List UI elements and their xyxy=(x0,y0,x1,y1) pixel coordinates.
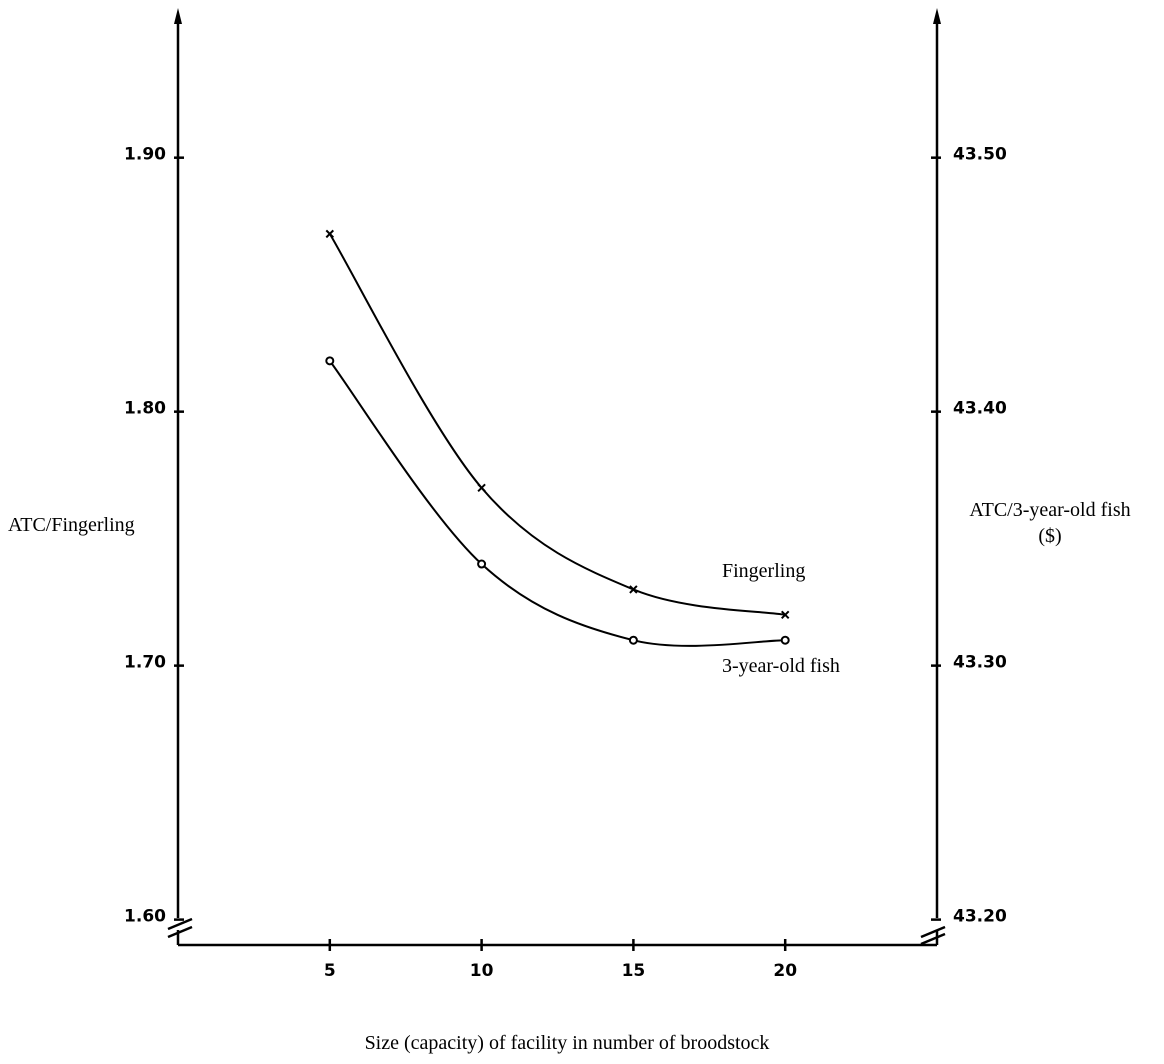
data-point-fingerling xyxy=(629,585,638,594)
right-tick-label: 43.30 xyxy=(953,653,1007,673)
data-point-fingerling xyxy=(780,610,790,620)
data-point-fingerling xyxy=(477,483,486,493)
right-axis-title-line2: ($) xyxy=(1038,525,1061,547)
data-point-3-year-old-fish xyxy=(325,356,335,366)
x-axis-title: Size (capacity) of facility in number of… xyxy=(365,1032,770,1054)
left-axis-ticks: 1.60 1.70 1.80 1.90 xyxy=(124,145,184,927)
left-tick-label: 1.60 xyxy=(124,907,166,927)
right-axis-break xyxy=(920,918,949,946)
x-tick-label: 5 xyxy=(324,961,336,981)
series-line-fingerling xyxy=(328,233,786,616)
series-label-3-year-old-fish: 3-year-old fish xyxy=(722,655,840,677)
right-y-axis-arrow xyxy=(933,8,941,24)
series-line-3-year-old-fish xyxy=(328,360,786,647)
right-tick-label: 43.40 xyxy=(953,399,1007,419)
left-tick-label: 1.80 xyxy=(124,399,166,419)
data-point-fingerling xyxy=(325,229,335,239)
left-y-axis-arrow xyxy=(174,8,182,24)
right-tick-label: 43.20 xyxy=(953,907,1007,927)
series-layer xyxy=(325,229,790,647)
x-axis-ticks: 5 10 15 20 xyxy=(324,939,797,981)
data-point-3-year-old-fish xyxy=(628,635,638,645)
series-label-fingerling: Fingerling xyxy=(722,560,805,582)
data-point-3-year-old-fish xyxy=(780,635,790,645)
right-axis-ticks: 43.20 43.30 43.40 43.50 xyxy=(931,145,1007,927)
left-axis-title: ATC/Fingerling xyxy=(8,514,135,536)
left-tick-label: 1.70 xyxy=(124,653,166,673)
x-tick-label: 10 xyxy=(470,961,494,981)
data-point-3-year-old-fish xyxy=(477,559,487,569)
x-tick-label: 15 xyxy=(622,961,646,981)
left-axis-break xyxy=(166,917,193,939)
x-tick-label: 20 xyxy=(773,961,797,981)
right-tick-label: 43.50 xyxy=(953,145,1007,165)
left-tick-label: 1.90 xyxy=(124,145,166,165)
right-axis-title-line1: ATC/3-year-old fish xyxy=(969,499,1130,521)
